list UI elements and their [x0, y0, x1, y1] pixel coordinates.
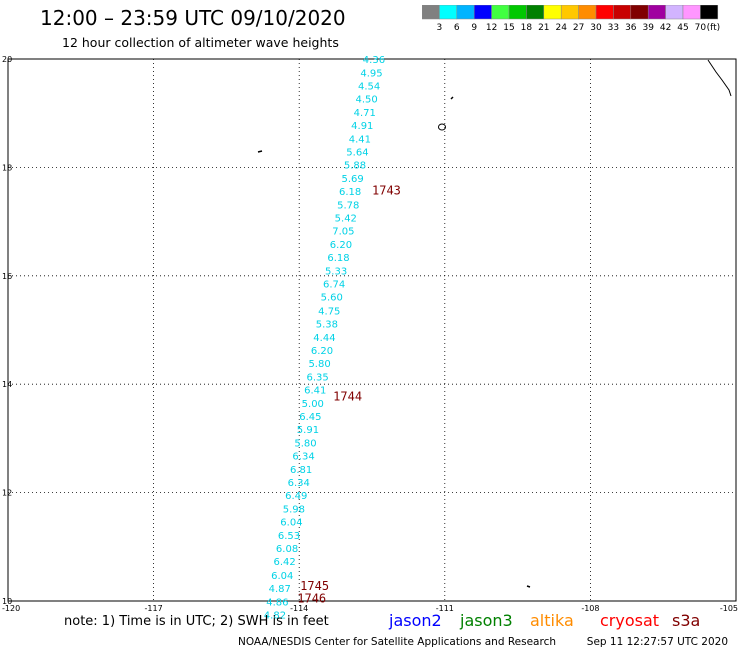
swh-value-label: 5.38	[316, 319, 338, 330]
swh-value-label: 5.80	[308, 359, 330, 370]
satellite-legend-altika: altika	[530, 611, 574, 630]
swh-value-label: 5.42	[335, 214, 357, 225]
lon-tick-label: -108	[581, 604, 599, 613]
colorbar-level-label: 9	[471, 23, 477, 33]
swh-value-label: 6.45	[299, 412, 321, 423]
swh-value-label: 6.41	[304, 385, 326, 396]
lon-tick-label: -114	[290, 604, 308, 613]
credit-text: NOAA/NESDIS Center for Satellite Applica…	[238, 636, 556, 648]
swh-value-label: 6.04	[271, 571, 293, 582]
swh-value-label: 6.04	[280, 518, 302, 529]
swh-value-label: 5.80	[294, 439, 316, 450]
swh-value-label: 5.33	[325, 267, 347, 278]
lat-tick-label: 10	[2, 597, 12, 606]
lat-tick-label: 20	[2, 55, 12, 64]
colorbar-level-label: 30	[590, 23, 602, 33]
swh-value-label: 6.81	[290, 465, 312, 476]
swh-value-label: 4.75	[318, 306, 340, 317]
satellite-legend-jason3: jason3	[459, 611, 513, 630]
colorbar-level-label: 21	[538, 23, 549, 33]
colorbar-level-label: 18	[521, 23, 533, 33]
swh-value-label: 6.42	[274, 557, 296, 568]
swh-value-label: 6.34	[292, 452, 314, 463]
colorbar-swatch	[700, 5, 719, 20]
satellite-legend-jason2: jason2	[388, 611, 442, 630]
swh-value-label: 4.87	[269, 584, 291, 595]
colorbar-level-label: 70	[695, 23, 707, 33]
map-title: 12:00 – 23:59 UTC 09/10/2020	[40, 6, 346, 30]
swh-value-label: 5.00	[302, 399, 324, 410]
swh-value-label: 4.82	[264, 610, 286, 621]
swh-value-label: 5.98	[283, 505, 305, 516]
swh-value-label: 4.36	[363, 55, 385, 66]
time-label: 1743	[372, 184, 401, 198]
swh-value-label: 4.86	[266, 597, 288, 608]
swh-value-label: 6.53	[278, 531, 300, 542]
swh-value-label: 4.50	[356, 94, 378, 105]
swh-value-label: 4.41	[349, 134, 371, 145]
wave-height-colorbar: 3 6 9 12 15 18 21 24 27 30 33 36 39 42 45 70 (ft)	[422, 5, 721, 33]
swh-value-label: 5.64	[346, 147, 368, 158]
colorbar-level-label: 36	[625, 23, 637, 33]
colorbar-level-label: 45	[677, 23, 688, 33]
swh-value-label: 6.35	[307, 372, 329, 383]
swh-value-label: 6.08	[276, 544, 298, 555]
swh-value-label: 6.20	[330, 240, 352, 251]
colorbar-level-label: 15	[503, 23, 514, 33]
swh-value-label: 4.91	[351, 121, 373, 132]
swh-value-label: 5.78	[337, 201, 359, 212]
colorbar-level-label: 3	[437, 23, 443, 33]
colorbar-level-label: 33	[608, 23, 619, 33]
time-label: 1746	[297, 592, 326, 606]
lon-tick-label: -120	[2, 604, 20, 613]
swh-value-label: 6.20	[311, 346, 333, 357]
lat-tick-label: 18	[2, 163, 12, 172]
swh-value-label: 6.18	[327, 253, 349, 264]
satellite-legend-s3a: s3a	[672, 611, 700, 630]
footer-note: note: 1) Time is in UTC; 2) SWH is in fe…	[64, 614, 329, 629]
swh-value-label: 7.05	[332, 227, 354, 238]
colorbar-unit-label: (ft)	[707, 23, 721, 33]
colorbar-level-label: 12	[486, 23, 497, 33]
lon-tick-label: -111	[436, 604, 454, 613]
island	[438, 123, 446, 131]
island	[257, 150, 263, 153]
swh-value-label: 5.88	[344, 160, 366, 171]
swh-value-label: 4.71	[354, 108, 376, 119]
swh-value-label: 6.74	[323, 280, 345, 291]
coastline	[707, 59, 732, 97]
satellite-legend-cryosat: cryosat	[600, 611, 659, 630]
time-label: 1745	[300, 579, 329, 593]
swh-value-label: 6.18	[339, 187, 361, 198]
swh-value-label: 5.91	[297, 425, 319, 436]
colorbar-level-label: 24	[555, 23, 567, 33]
lon-tick-label: -117	[145, 604, 163, 613]
timestamp-text: Sep 11 12:27:57 UTC 2020	[587, 636, 728, 648]
lat-tick-label: 14	[2, 380, 12, 389]
colorbar-level-label: 6	[454, 23, 460, 33]
lat-tick-label: 12	[2, 489, 12, 498]
island	[526, 585, 531, 588]
colorbar-level-label: 39	[642, 23, 654, 33]
map-subtitle: 12 hour collection of altimeter wave hei…	[62, 35, 339, 50]
lon-tick-label: -105	[720, 604, 738, 613]
island	[450, 96, 454, 100]
colorbar-level-label: 42	[660, 23, 671, 33]
swh-value-label: 5.60	[321, 293, 343, 304]
swh-value-label: 5.69	[341, 174, 363, 185]
swh-value-label: 6.49	[285, 491, 307, 502]
swh-value-label: 6.34	[288, 478, 310, 489]
swh-value-label: 4.44	[313, 333, 335, 344]
map-frame	[7, 58, 737, 602]
colorbar-level-label: 27	[573, 23, 584, 33]
lat-tick-label: 16	[2, 272, 12, 281]
swh-value-label: 4.54	[358, 81, 380, 92]
swh-value-label: 4.95	[360, 68, 382, 79]
time-label: 1744	[333, 389, 362, 403]
